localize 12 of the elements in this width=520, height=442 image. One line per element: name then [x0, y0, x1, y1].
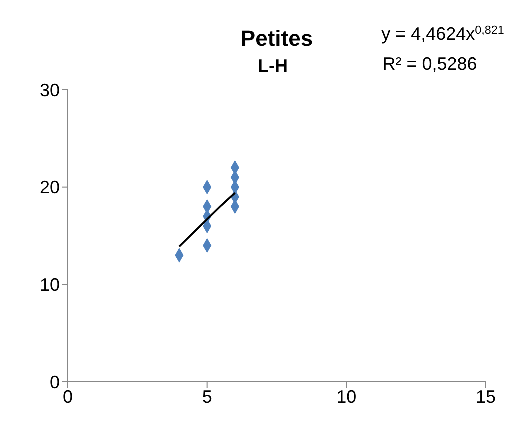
x-tick-label: 0: [62, 386, 74, 407]
y-tick-label: 10: [40, 275, 60, 296]
text: y = 4,4624x$^{0,821}$: [382, 24, 504, 44]
chart-title: Petites: [240, 26, 314, 51]
text: R² = 0,5286: [382, 54, 478, 74]
y-tick-label: 0: [50, 372, 60, 392]
x-tick-label: 15: [476, 386, 496, 407]
y-tick-label: 20: [40, 178, 60, 198]
x-tick-label: 10: [336, 386, 357, 407]
y-tick-label: 30: [40, 80, 60, 100]
x-tick-label: 5: [202, 386, 212, 407]
chart-subtitle: L-H: [258, 56, 288, 76]
